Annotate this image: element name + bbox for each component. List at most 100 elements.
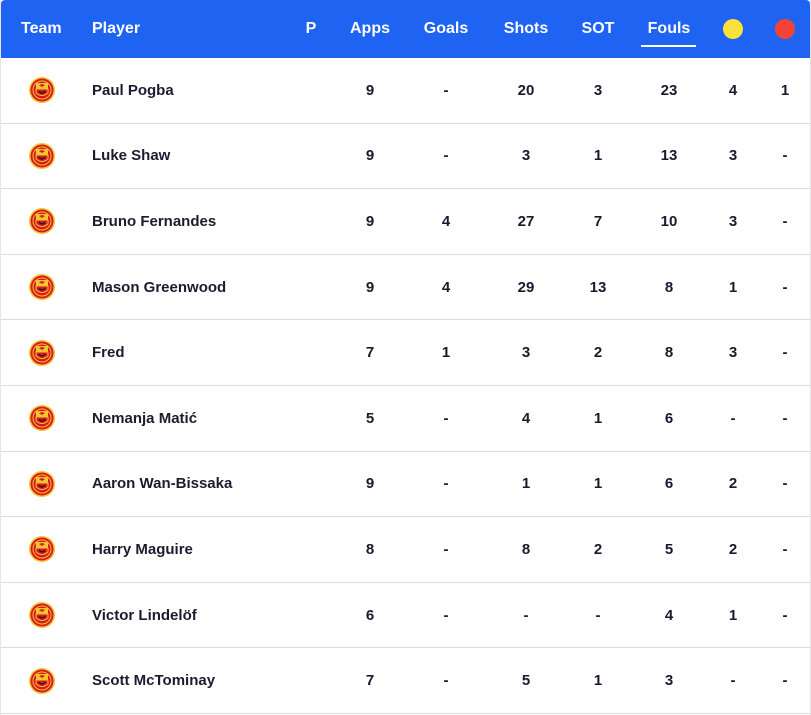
- manchester-united-crest-icon: [29, 667, 55, 694]
- apps-value: 9: [365, 147, 375, 165]
- manchester-united-crest-icon: [29, 470, 55, 497]
- manchester-united-crest-icon: [29, 208, 55, 235]
- column-header-red-cards[interactable]: [763, 0, 807, 58]
- player-name[interactable]: Bruno Fernandes: [92, 212, 217, 230]
- table-row[interactable]: Aaron Wan-Bissaka 9 - 1 1 6 2 -: [1, 452, 810, 518]
- shots-value: 3: [521, 344, 531, 362]
- apps-value: 5: [365, 409, 375, 427]
- sot-value: 1: [593, 147, 603, 165]
- table-row[interactable]: Victor Lindelöf 6 - - - 4 1 -: [1, 583, 810, 649]
- sot-value: 2: [593, 344, 603, 362]
- player-name[interactable]: Victor Lindelöf: [92, 606, 197, 624]
- column-header-shots[interactable]: Shots: [503, 20, 549, 37]
- red-cards-value: -: [782, 147, 788, 165]
- goals-value: -: [443, 540, 449, 558]
- shots-value: 20: [517, 81, 535, 99]
- yellow-cards-value: 3: [728, 147, 738, 165]
- yellow-cards-value: 4: [728, 81, 738, 99]
- red-card-icon: [775, 19, 795, 39]
- fouls-value: 8: [664, 278, 674, 296]
- shots-value: 1: [521, 475, 531, 493]
- manchester-united-crest-icon: [29, 602, 55, 629]
- team-crest-cell: [27, 517, 57, 582]
- apps-value: 9: [365, 81, 375, 99]
- column-header-sot[interactable]: SOT: [581, 20, 615, 37]
- sot-value: 1: [593, 672, 603, 690]
- shots-value: 3: [521, 147, 531, 165]
- fouls-value: 6: [664, 409, 674, 427]
- table-row[interactable]: Bruno Fernandes 9 4 27 7 10 3 -: [1, 189, 810, 255]
- sot-value: 3: [593, 81, 603, 99]
- sot-value: 1: [593, 475, 603, 493]
- fouls-value: 5: [664, 540, 674, 558]
- team-crest-cell: [27, 452, 57, 517]
- apps-value: 7: [365, 672, 375, 690]
- goals-value: -: [443, 81, 449, 99]
- yellow-cards-value: 3: [728, 344, 738, 362]
- fouls-value: 23: [660, 81, 678, 99]
- goals-value: -: [443, 147, 449, 165]
- red-cards-value: -: [782, 606, 788, 624]
- apps-value: 9: [365, 278, 375, 296]
- table-header: Team Player P Apps Goals Shots SOT Fouls: [1, 0, 810, 58]
- team-crest-cell: [27, 320, 57, 385]
- active-sort-indicator: [641, 45, 696, 47]
- table-row[interactable]: Paul Pogba 9 - 20 3 23 4 1: [1, 58, 810, 124]
- yellow-cards-value: 3: [728, 212, 738, 230]
- table-body: Paul Pogba 9 - 20 3 23 4 1 Luke Shaw 9 -…: [1, 58, 810, 714]
- team-crest-cell: [27, 124, 57, 189]
- sot-value: -: [595, 606, 601, 624]
- red-cards-value: -: [782, 212, 788, 230]
- table-row[interactable]: Scott McTominay 7 - 5 1 3 - -: [1, 648, 810, 714]
- table-row[interactable]: Luke Shaw 9 - 3 1 13 3 -: [1, 124, 810, 190]
- red-cards-value: -: [782, 672, 788, 690]
- yellow-cards-value: 1: [728, 606, 738, 624]
- red-cards-value: -: [782, 409, 788, 427]
- player-name[interactable]: Aaron Wan-Bissaka: [92, 475, 233, 493]
- player-name[interactable]: Luke Shaw: [92, 147, 171, 165]
- column-header-goals[interactable]: Goals: [423, 20, 469, 37]
- player-name[interactable]: Scott McTominay: [92, 672, 216, 690]
- column-header-yellow-cards[interactable]: [709, 0, 757, 58]
- table-row[interactable]: Fred 7 1 3 2 8 3 -: [1, 320, 810, 386]
- table-row[interactable]: Nemanja Matić 5 - 4 1 6 - -: [1, 386, 810, 452]
- table-row[interactable]: Harry Maguire 8 - 8 2 5 2 -: [1, 517, 810, 583]
- column-header-p[interactable]: P: [305, 20, 317, 37]
- yellow-cards-value: 1: [728, 278, 738, 296]
- player-name[interactable]: Paul Pogba: [92, 81, 174, 99]
- column-header-apps[interactable]: Apps: [350, 20, 390, 37]
- fouls-value: 13: [660, 147, 678, 165]
- table-row[interactable]: Mason Greenwood 9 4 29 13 8 1 -: [1, 255, 810, 321]
- column-header-team[interactable]: Team: [21, 20, 62, 37]
- player-name[interactable]: Fred: [92, 344, 125, 362]
- team-crest-cell: [27, 386, 57, 451]
- red-cards-value: -: [782, 540, 788, 558]
- manchester-united-crest-icon: [29, 274, 55, 301]
- column-header-player[interactable]: Player: [92, 20, 141, 37]
- apps-value: 7: [365, 344, 375, 362]
- shots-value: 8: [521, 540, 531, 558]
- fouls-value: 10: [660, 212, 678, 230]
- player-name[interactable]: Mason Greenwood: [92, 278, 227, 296]
- player-name[interactable]: Harry Maguire: [92, 540, 193, 558]
- goals-value: -: [443, 475, 449, 493]
- shots-value: 29: [517, 278, 535, 296]
- shots-value: -: [523, 606, 529, 624]
- shots-value: 5: [521, 672, 531, 690]
- goals-value: 4: [441, 278, 451, 296]
- fouls-value: 4: [664, 606, 674, 624]
- sot-value: 1: [593, 409, 603, 427]
- apps-value: 9: [365, 212, 375, 230]
- apps-value: 9: [365, 475, 375, 493]
- fouls-value: 6: [664, 475, 674, 493]
- column-header-fouls[interactable]: Fouls: [647, 20, 691, 37]
- goals-value: 4: [441, 212, 451, 230]
- manchester-united-crest-icon: [29, 536, 55, 563]
- team-crest-cell: [27, 255, 57, 320]
- red-cards-value: 1: [780, 81, 790, 99]
- player-name[interactable]: Nemanja Matić: [92, 409, 198, 427]
- manchester-united-crest-icon: [29, 339, 55, 366]
- apps-value: 8: [365, 540, 375, 558]
- yellow-cards-value: 2: [728, 540, 738, 558]
